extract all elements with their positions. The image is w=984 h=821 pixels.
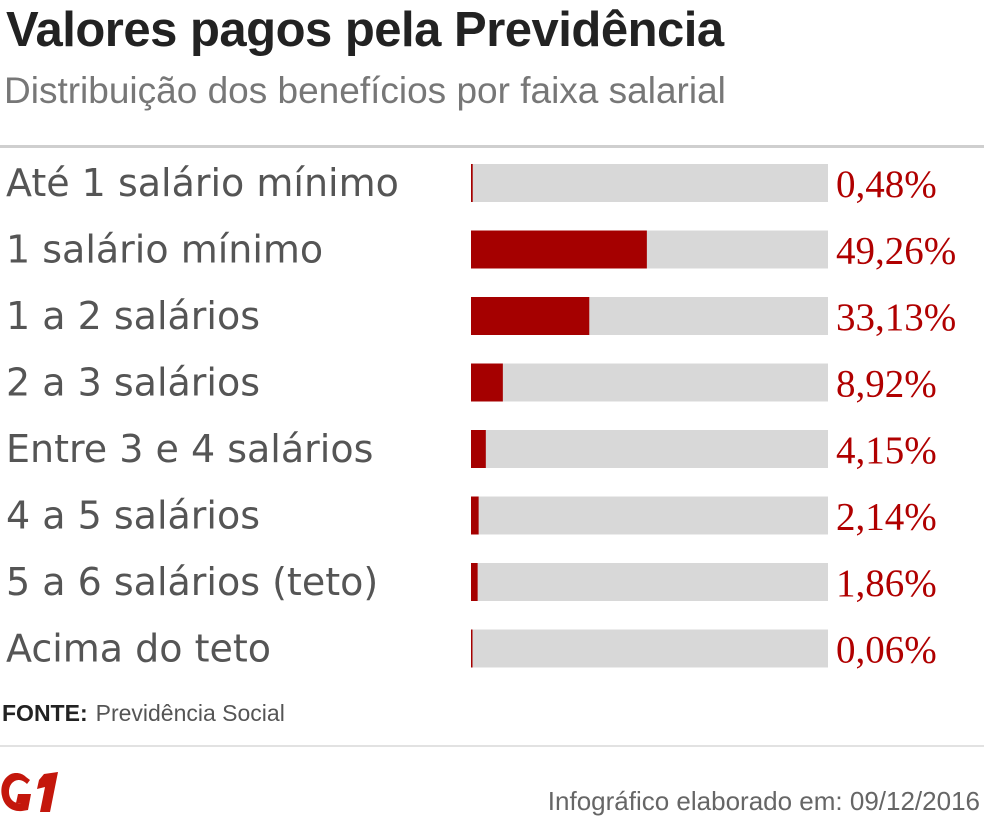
credit-line: Infográfico elaborado em: 09/12/2016: [547, 786, 980, 816]
bar: [471, 629, 473, 668]
category-label: 1 salário mínimo: [6, 228, 323, 272]
bar-row: Até 1 salário mínimo 0,48%: [6, 161, 937, 206]
value-label: 0,06%: [836, 629, 937, 671]
bar: [471, 430, 486, 468]
bar-row: 1 a 2 salários 33,13%: [6, 294, 956, 339]
value-label: 1,86%: [836, 562, 937, 605]
category-label: Acima do teto: [6, 627, 271, 671]
bar-track: [471, 496, 828, 535]
bar: [471, 164, 473, 202]
value-label: 0,48%: [836, 163, 937, 206]
bar: [471, 230, 647, 269]
g1-logo: [1, 772, 58, 812]
g1-logo-g: [1, 773, 31, 812]
value-label: 8,92%: [836, 363, 937, 406]
bar-track: [471, 563, 828, 601]
value-label: 2,14%: [836, 496, 937, 539]
footer-divider: [0, 745, 984, 747]
bar-row: Entre 3 e 4 salários 4,15%: [6, 427, 937, 472]
category-label: Até 1 salário mínimo: [6, 161, 399, 205]
source-value: Previdência Social: [95, 700, 285, 726]
bar-chart: Até 1 salário mínimo 0,48% 1 salário mínim…: [6, 161, 956, 670]
category-label: 5 a 6 salários (teto): [6, 560, 378, 604]
bar-row: 5 a 6 salários (teto) 1,86%: [6, 560, 937, 605]
bar-track: [471, 164, 828, 202]
header-divider: [0, 145, 984, 148]
g1-logo-1: [37, 772, 58, 812]
source-label: FONTE:: [2, 700, 88, 726]
chart-subtitle: Distribuição dos benefícios por faixa sa…: [4, 70, 726, 111]
bar-row: Acima do teto 0,06%: [6, 627, 937, 671]
bar-row: 2 a 3 salários 8,92%: [6, 361, 937, 406]
bar: [471, 563, 478, 601]
bar-track: [471, 430, 828, 468]
source-line: FONTE: Previdência Social: [2, 700, 285, 727]
category-label: 2 a 3 salários: [6, 361, 260, 405]
category-label: Entre 3 e 4 salários: [6, 427, 373, 471]
bar-track: [471, 629, 828, 668]
bar: [471, 363, 503, 402]
value-label: 4,15%: [836, 429, 937, 472]
bar-track: [471, 363, 828, 402]
bar: [471, 496, 479, 535]
value-label: 49,26%: [836, 230, 956, 273]
bar: [471, 297, 590, 335]
chart-title: Valores pagos pela Previdência: [6, 3, 724, 57]
bar-rows: Até 1 salário mínimo 0,48% 1 salário mínim…: [6, 161, 956, 670]
bar-row: 4 a 5 salários 2,14%: [6, 494, 937, 539]
category-label: 4 a 5 salários: [6, 494, 260, 538]
value-label: 33,13%: [836, 296, 956, 339]
bar-row: 1 salário mínimo 49,26%: [6, 228, 956, 273]
category-label: 1 a 2 salários: [6, 294, 260, 338]
